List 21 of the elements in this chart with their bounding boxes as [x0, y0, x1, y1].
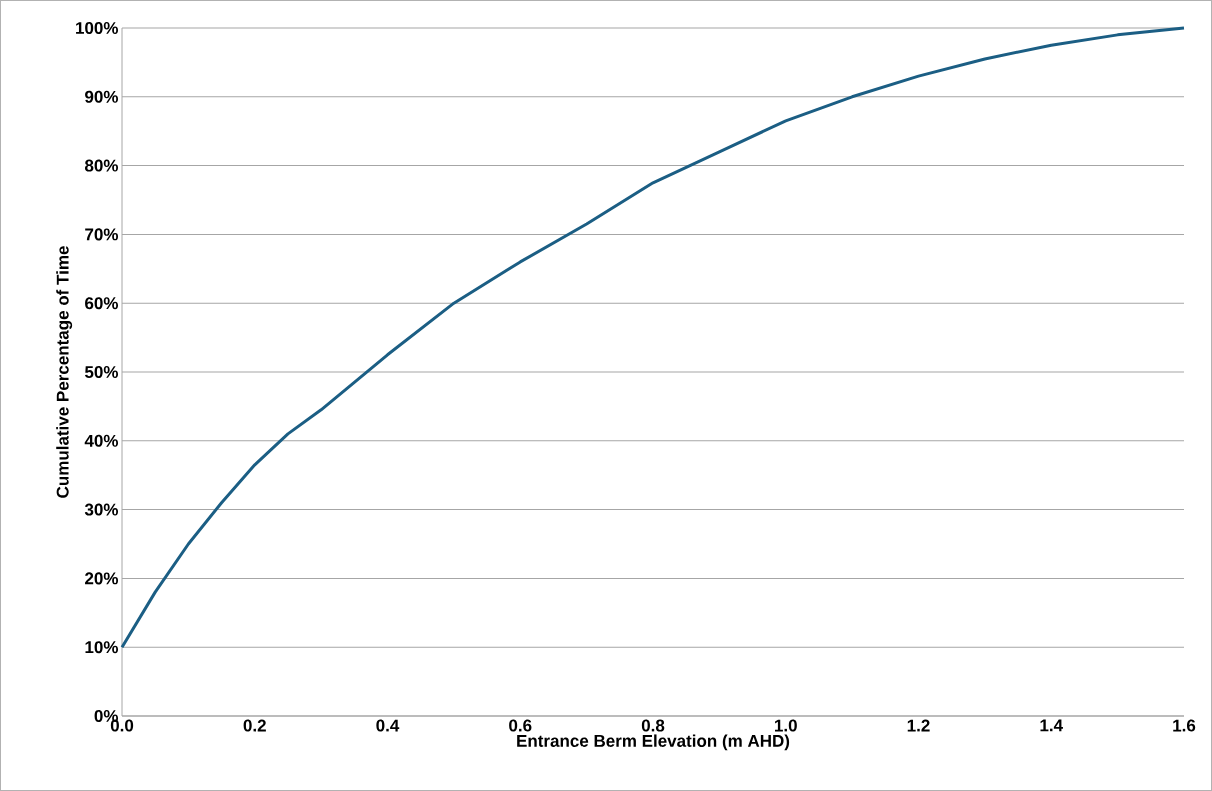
- line-series: [120, 26, 1186, 649]
- x-tick-label: 0.4: [376, 719, 400, 732]
- y-tick-label: 60%: [85, 297, 119, 310]
- y-tick-label: 50%: [84, 365, 119, 379]
- y-tick-label: 70%: [85, 228, 119, 241]
- y-tick-label: 80%: [84, 159, 119, 172]
- x-tick-label: 1.2: [907, 719, 930, 732]
- y-tick-label: 90%: [85, 90, 119, 103]
- y-axis-title: Cumulative Percentage of Time: [56, 246, 73, 498]
- x-tick-label: 1.4: [1040, 719, 1063, 732]
- y-tick-label: 40%: [84, 434, 119, 447]
- y-tick-label: 100%: [76, 21, 119, 35]
- x-tick-label: 0.8: [641, 719, 665, 732]
- y-tick-label: 30%: [84, 503, 119, 516]
- y-tick-label: 20%: [85, 572, 119, 585]
- y-tick-label: 10%: [85, 641, 119, 654]
- x-axis-title: Entrance Berm Elevation (m AHD): [517, 734, 790, 751]
- x-tick-label: 1.6: [1173, 719, 1196, 732]
- x-tick-label: 0.6: [509, 719, 532, 732]
- x-tick-label: 1.0: [775, 719, 797, 732]
- x-tick-label: 0.2: [243, 719, 266, 732]
